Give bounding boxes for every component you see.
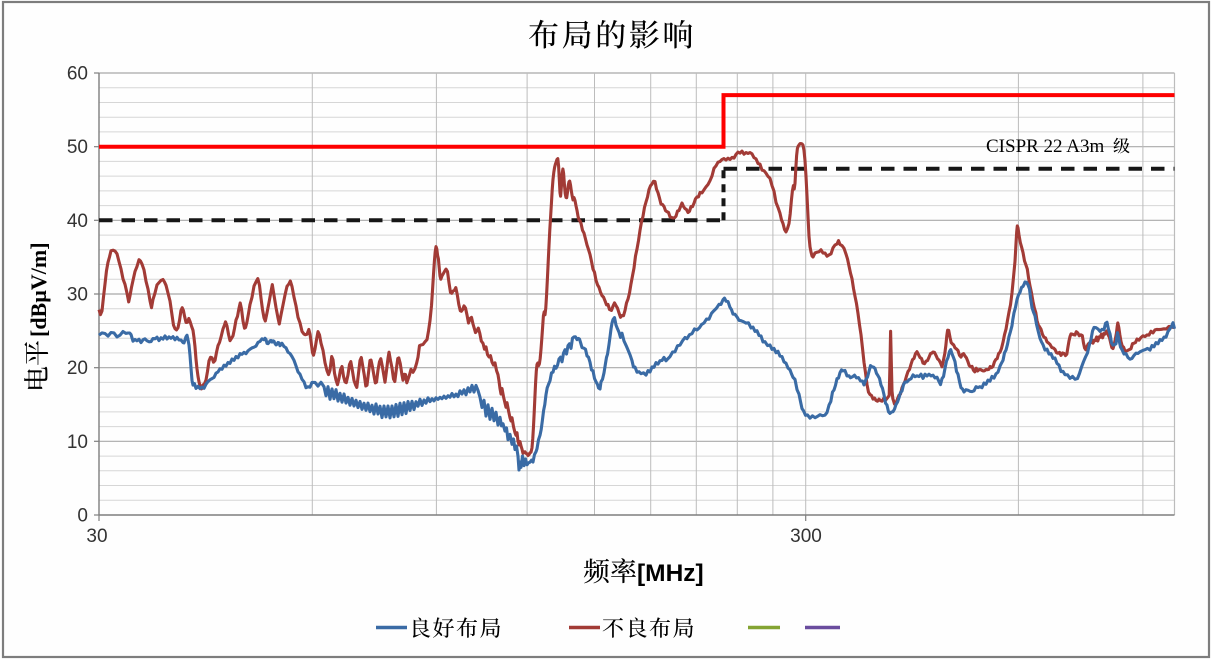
svg-text:20: 20 <box>67 358 88 379</box>
svg-text:40: 40 <box>67 211 88 232</box>
svg-text:30: 30 <box>67 285 88 306</box>
svg-text:10: 10 <box>67 432 88 453</box>
svg-text:0: 0 <box>77 506 88 527</box>
svg-text:CISPR 22 A3m: CISPR 22 A3m <box>986 136 1104 157</box>
svg-text:[MHz]: [MHz] <box>637 560 704 587</box>
svg-text:[dBµV/m]: [dBµV/m] <box>26 242 51 337</box>
svg-text:300: 300 <box>790 526 822 547</box>
svg-text:50: 50 <box>67 137 88 158</box>
svg-text:60: 60 <box>67 64 88 85</box>
svg-text:30: 30 <box>86 526 107 547</box>
